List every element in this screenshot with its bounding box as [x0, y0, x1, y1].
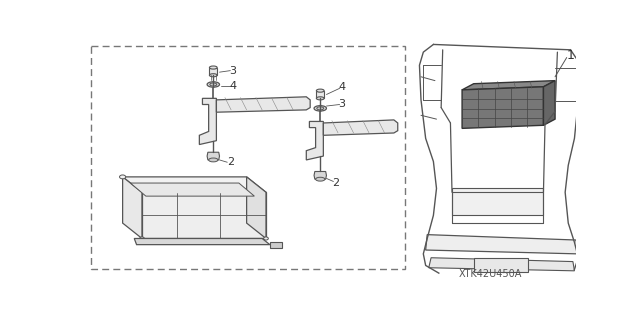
- Ellipse shape: [207, 82, 220, 87]
- Ellipse shape: [120, 175, 125, 179]
- Ellipse shape: [316, 97, 324, 100]
- Text: 1: 1: [566, 49, 575, 62]
- Polygon shape: [209, 68, 217, 75]
- Polygon shape: [462, 87, 543, 128]
- Polygon shape: [134, 239, 270, 245]
- Text: XTK42U450A: XTK42U450A: [459, 269, 522, 279]
- Polygon shape: [216, 97, 310, 112]
- Ellipse shape: [316, 89, 324, 92]
- Text: 3: 3: [229, 66, 236, 76]
- Ellipse shape: [314, 106, 326, 111]
- Text: 4: 4: [230, 81, 237, 91]
- Ellipse shape: [210, 83, 217, 86]
- Polygon shape: [142, 192, 266, 239]
- Text: 2: 2: [332, 178, 339, 188]
- Polygon shape: [270, 242, 282, 249]
- Ellipse shape: [209, 74, 217, 77]
- Ellipse shape: [209, 158, 218, 162]
- Polygon shape: [316, 91, 324, 98]
- Polygon shape: [426, 235, 579, 254]
- Polygon shape: [452, 189, 543, 215]
- Polygon shape: [207, 152, 220, 160]
- Polygon shape: [246, 177, 266, 239]
- Polygon shape: [323, 120, 397, 135]
- Ellipse shape: [209, 66, 217, 69]
- Text: 2: 2: [227, 157, 234, 167]
- Polygon shape: [123, 177, 142, 239]
- Polygon shape: [123, 177, 266, 192]
- Ellipse shape: [316, 177, 325, 181]
- Polygon shape: [131, 183, 254, 196]
- Ellipse shape: [317, 107, 324, 110]
- Polygon shape: [462, 81, 555, 90]
- Polygon shape: [199, 98, 216, 145]
- Bar: [474, 258, 528, 271]
- Text: 3: 3: [339, 100, 346, 109]
- Bar: [91, 46, 404, 269]
- Polygon shape: [314, 172, 326, 179]
- Ellipse shape: [140, 237, 145, 240]
- Ellipse shape: [264, 237, 268, 240]
- Text: 4: 4: [339, 82, 346, 92]
- Polygon shape: [543, 81, 555, 125]
- Polygon shape: [307, 122, 323, 160]
- Polygon shape: [429, 258, 575, 271]
